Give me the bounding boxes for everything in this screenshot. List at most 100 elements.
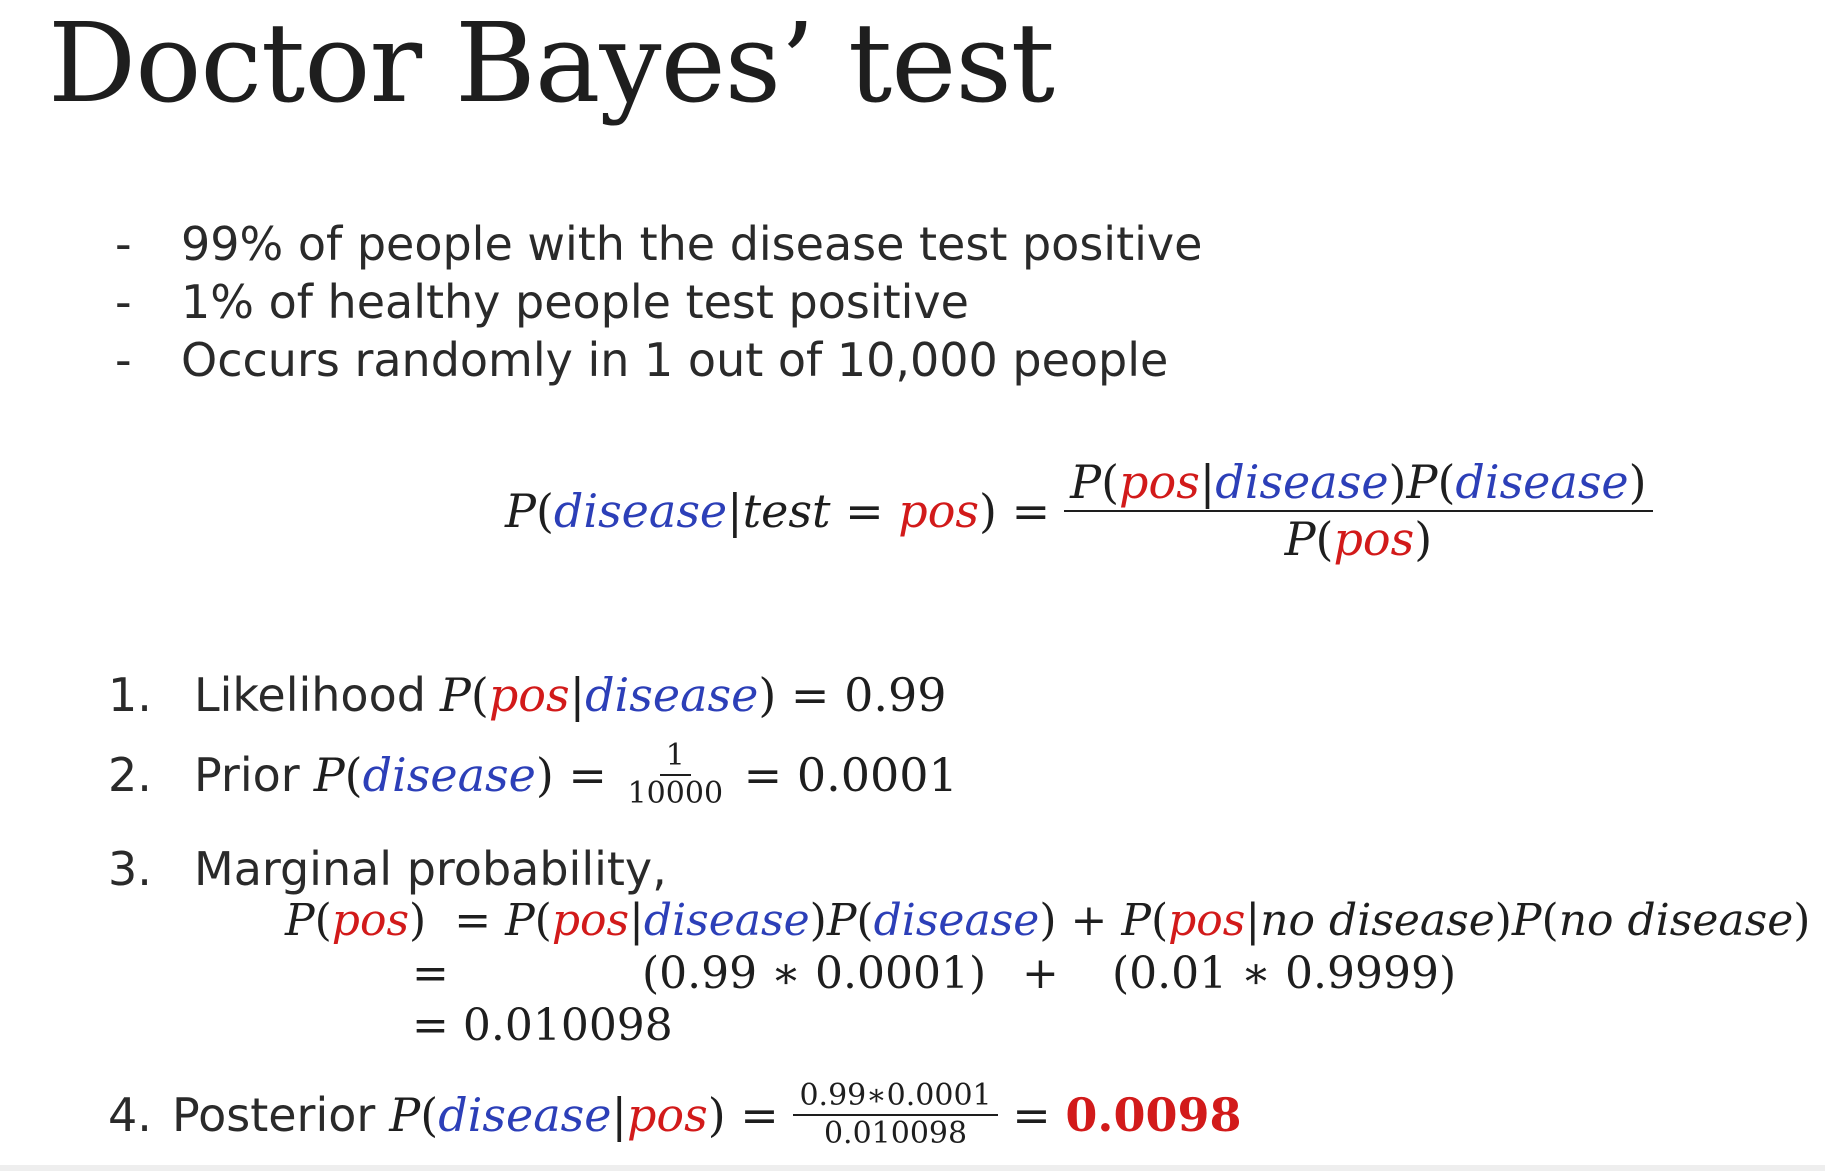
formula-symbol: = xyxy=(845,484,884,539)
step-label: Likelihood xyxy=(194,668,426,722)
formula-symbol: disease xyxy=(585,668,759,722)
formula-symbol: P xyxy=(505,484,536,539)
formula-symbol: ) xyxy=(1628,455,1647,509)
formula-symbol: ) xyxy=(409,895,427,946)
slide-title: Doctor Bayes’ test xyxy=(48,0,1055,127)
posterior-fraction: 0.99∗0.0001 0.010098 xyxy=(793,1078,998,1152)
formula-symbol: ( xyxy=(535,484,554,539)
fraction-numerator: P(pos|disease)P(disease) xyxy=(1064,455,1653,513)
formula-symbol: pos xyxy=(1333,512,1415,567)
formula-symbol: disease xyxy=(362,748,536,802)
formula-symbol: P xyxy=(389,1088,421,1142)
formula-symbol: ( xyxy=(344,748,363,802)
bullet-dash: - xyxy=(115,275,132,329)
formula-symbol: | xyxy=(569,668,586,722)
bullet-list: - 99% of people with the disease test po… xyxy=(115,215,1202,389)
formula-symbol: ( xyxy=(1315,512,1334,567)
step-value: = 0.0001 xyxy=(743,748,958,802)
step-number: 4. xyxy=(108,1088,152,1142)
formula-symbol: P xyxy=(1070,455,1102,509)
formula-symbol: ) xyxy=(707,1088,726,1142)
step-posterior: 4. Posterior P(disease | pos) = 0.99∗0.000… xyxy=(108,1078,1241,1152)
formula-symbol: pos xyxy=(1168,895,1246,946)
formula-symbol: disease xyxy=(553,484,728,539)
formula-symbol: = xyxy=(1012,1088,1051,1142)
step-label: Marginal probability, xyxy=(194,842,667,896)
bullet-dash: - xyxy=(115,333,132,387)
formula-symbol: pos xyxy=(626,1088,708,1142)
prior-fraction: 1 10000 xyxy=(622,738,729,812)
formula-symbol: ( xyxy=(856,895,874,946)
formula-symbol: P xyxy=(285,895,315,946)
formula-symbol: ( xyxy=(534,895,552,946)
bullet-text: 1% of healthy people test positive xyxy=(181,275,969,329)
formula-symbol: ( xyxy=(1150,895,1169,946)
formula-symbol: = xyxy=(740,1088,779,1142)
formula-symbol: = xyxy=(412,948,449,999)
bullet-item: - 99% of people with the disease test po… xyxy=(115,215,1202,273)
marginal-term-1: (0.99 ∗ 0.0001) xyxy=(642,948,987,999)
step-value: = 0.99 xyxy=(790,668,947,722)
fraction-denominator: 0.010098 xyxy=(823,1116,968,1151)
formula-symbol: ) xyxy=(1388,455,1407,509)
fraction-denominator: P(pos) xyxy=(1279,512,1439,567)
formula-symbol: | xyxy=(1199,455,1216,509)
formula-symbol: + xyxy=(1070,895,1108,946)
formula-symbol: disease xyxy=(873,895,1040,946)
formula-symbol: disease xyxy=(1455,455,1629,509)
formula-symbol: pos xyxy=(898,484,980,539)
bullet-text: 99% of people with the disease test posi… xyxy=(181,217,1203,271)
formula-symbol: pos xyxy=(1119,455,1200,509)
step-number: 3. xyxy=(108,842,152,896)
formula-symbol: disease xyxy=(438,1088,612,1142)
formula-symbol: | xyxy=(727,484,743,539)
bayes-formula: P(disease | test = pos) = P(pos|disease)P(… xyxy=(505,455,1653,567)
marginal-values-line: = xyxy=(412,948,449,999)
formula-symbol: P xyxy=(1284,512,1316,567)
formula-symbol: ( xyxy=(420,1088,439,1142)
bullet-text: Occurs randomly in 1 out of 10,000 peopl… xyxy=(181,333,1169,387)
formula-symbol: = xyxy=(1011,484,1051,539)
step-marginal: 3. Marginal probability, xyxy=(108,842,681,896)
formula-symbol: P xyxy=(439,668,471,722)
step-number: 2. xyxy=(108,748,152,802)
formula-symbol: ) xyxy=(758,668,777,722)
formula-symbol: ) xyxy=(1414,512,1433,567)
formula-symbol: | xyxy=(611,1088,627,1142)
formula-symbol: P xyxy=(505,895,535,946)
marginal-plus: + xyxy=(1022,948,1059,999)
step-number: 1. xyxy=(108,668,152,722)
formula-symbol: pos xyxy=(488,668,570,722)
formula-symbol: ) xyxy=(809,895,827,946)
formula-symbol: P xyxy=(313,748,345,802)
formula-symbol: ) xyxy=(535,748,554,802)
formula-symbol: ) xyxy=(1793,895,1811,946)
formula-symbol: = xyxy=(568,748,607,802)
formula-symbol: pos xyxy=(331,895,410,946)
formula-symbol: test xyxy=(742,484,831,539)
formula-symbol: disease xyxy=(1215,455,1389,509)
formula-symbol: ( xyxy=(470,668,489,722)
formula-symbol: ) xyxy=(979,484,997,539)
formula-symbol: | xyxy=(1245,895,1261,946)
marginal-result: = 0.010098 xyxy=(412,1000,673,1051)
fraction-numerator: 1 xyxy=(659,738,691,776)
step-likelihood: 1. Likelihood P(pos | disease) = 0.99 xyxy=(108,668,947,722)
formula-symbol: P xyxy=(1511,895,1542,946)
step-label: Posterior xyxy=(172,1088,376,1142)
bullet-item: - 1% of healthy people test positive xyxy=(115,273,1202,331)
bayes-fraction: P(pos|disease)P(disease) P(pos) xyxy=(1064,455,1653,567)
bullet-item: - Occurs randomly in 1 out of 10,000 peo… xyxy=(115,331,1202,389)
formula-symbol: no disease xyxy=(1260,895,1495,946)
marginal-formula-line: P(pos) = P(pos|disease)P(disease) + P(po… xyxy=(285,895,1810,946)
formula-symbol: = xyxy=(454,895,492,946)
fraction-denominator: 10000 xyxy=(627,776,724,811)
step-label: Prior xyxy=(194,748,300,802)
marginal-term-2: (0.01 ∗ 0.9999) xyxy=(1112,948,1457,999)
fraction-numerator: 0.99∗0.0001 xyxy=(793,1078,998,1116)
formula-symbol: ( xyxy=(314,895,332,946)
formula-symbol: P xyxy=(1406,455,1438,509)
bottom-divider xyxy=(0,1165,1825,1171)
formula-symbol: ( xyxy=(1541,895,1559,946)
